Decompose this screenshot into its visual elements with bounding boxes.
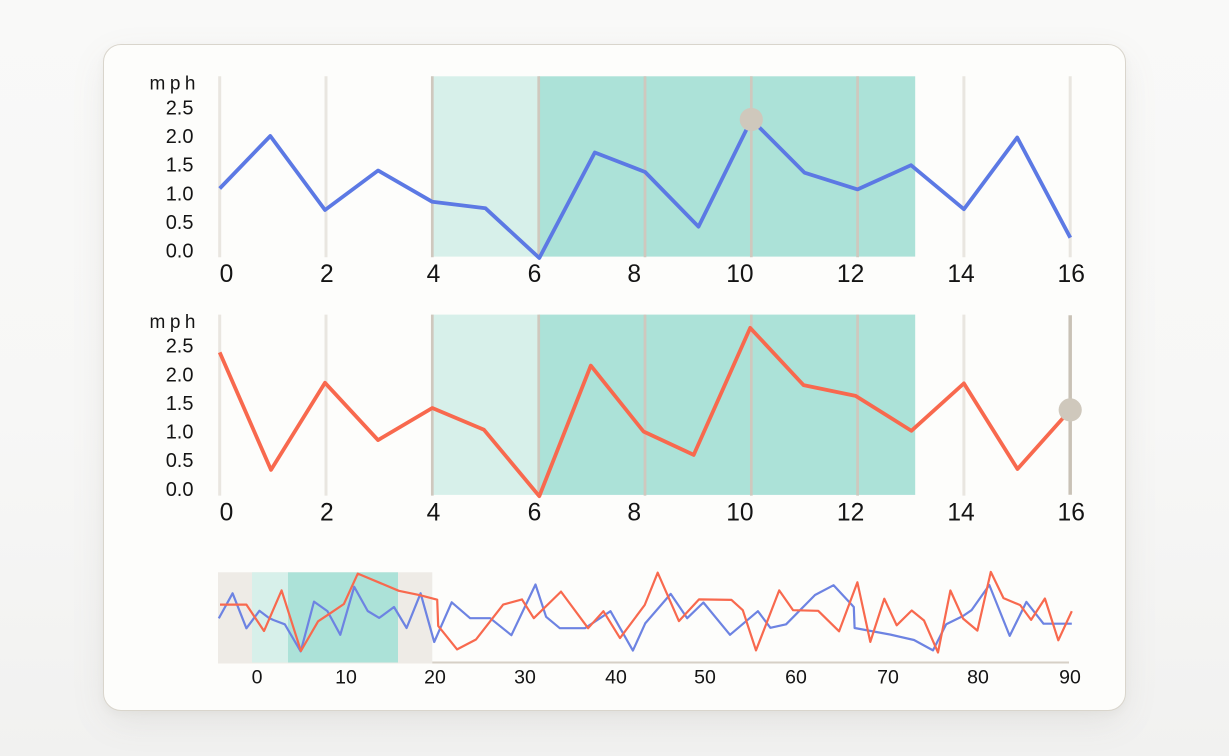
svg-text:6: 6 <box>528 261 542 288</box>
svg-text:70: 70 <box>877 666 899 688</box>
svg-text:16: 16 <box>1058 261 1085 288</box>
svg-text:4: 4 <box>427 261 441 288</box>
svg-text:2.5: 2.5 <box>166 97 194 119</box>
svg-text:0: 0 <box>220 261 234 288</box>
svg-text:1.5: 1.5 <box>166 393 194 415</box>
svg-text:10: 10 <box>335 666 357 688</box>
svg-text:2.0: 2.0 <box>166 126 194 148</box>
svg-text:6: 6 <box>528 499 542 526</box>
svg-text:0.5: 0.5 <box>166 450 194 472</box>
svg-text:60: 60 <box>785 666 807 688</box>
svg-text:2.0: 2.0 <box>166 364 194 386</box>
svg-text:90: 90 <box>1059 666 1081 688</box>
svg-text:0: 0 <box>252 666 263 688</box>
svg-text:14: 14 <box>947 261 974 288</box>
svg-text:0.5: 0.5 <box>166 212 194 234</box>
svg-text:12: 12 <box>837 499 864 526</box>
svg-text:14: 14 <box>947 499 974 526</box>
svg-text:10: 10 <box>726 261 753 288</box>
svg-text:40: 40 <box>605 666 627 688</box>
svg-text:1.0: 1.0 <box>166 183 194 205</box>
svg-text:2: 2 <box>320 499 334 526</box>
svg-text:10: 10 <box>726 499 753 526</box>
svg-text:20: 20 <box>424 666 446 688</box>
svg-text:2: 2 <box>320 261 334 288</box>
svg-text:2.5: 2.5 <box>166 336 194 358</box>
svg-text:30: 30 <box>514 666 536 688</box>
svg-text:80: 80 <box>967 666 989 688</box>
svg-text:0: 0 <box>220 499 234 526</box>
svg-text:4: 4 <box>427 499 441 526</box>
svg-text:8: 8 <box>627 499 641 526</box>
svg-text:50: 50 <box>694 666 716 688</box>
svg-text:12: 12 <box>837 261 864 288</box>
svg-text:8: 8 <box>627 261 641 288</box>
svg-text:1.5: 1.5 <box>166 155 194 177</box>
svg-text:mph: mph <box>150 74 200 95</box>
svg-text:1.0: 1.0 <box>166 422 194 444</box>
svg-text:16: 16 <box>1058 499 1085 526</box>
svg-text:mph: mph <box>150 312 200 333</box>
svg-text:0.0: 0.0 <box>166 479 194 501</box>
svg-text:0.0: 0.0 <box>166 241 194 263</box>
